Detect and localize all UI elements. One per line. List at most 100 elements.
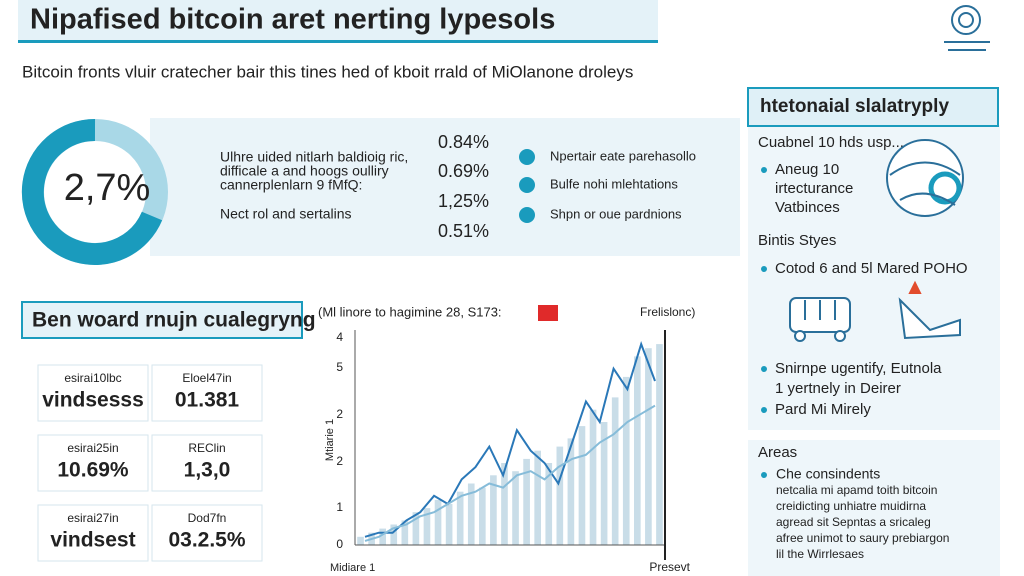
bullet-text: Pard Mi Mirely [775,401,871,418]
y-title: Mtiarie 1 [324,419,336,461]
bar [390,524,398,545]
bar [523,458,530,545]
bar [656,344,663,545]
bullet [761,167,767,173]
donut-arc [21,118,163,265]
card-label: REClin [188,441,225,455]
chair-icon [898,280,961,340]
card-value: 1,3,0 [184,459,231,482]
bar [556,446,564,545]
percentage: 1,25% [438,191,489,211]
summary-panel [150,118,740,256]
areas-line: Che consindents [776,466,880,482]
bullet [761,366,767,372]
subtitle: Bitcoin fronts vluir cratecher bair this… [22,62,633,81]
summary-line: difficale a and hoogs oulliry [220,163,389,179]
bar [600,422,608,545]
chart: (Ml linore to hagimine 28, S173: Frelislo… [318,304,695,574]
stat-card [37,364,149,422]
bar [479,487,486,545]
y-label: 4 [336,330,343,344]
item-icon [519,149,535,165]
bar [634,356,641,545]
bullet-text: 1 yertnely in Deirer [775,380,901,397]
card-label: esirai25in [67,441,118,455]
card-label: Dod7fn [188,511,227,525]
bullet-text: irtecturance [775,180,853,197]
summary-line: Ulhre uided nitlarh baldioig ric, [220,149,408,165]
percentage: 0.51% [438,221,489,241]
y-label: 2 [336,407,343,421]
stat-card [37,434,149,492]
item-icon [519,177,535,193]
card-value: vindsesss [42,389,144,412]
logo [944,5,990,51]
bar [423,508,431,545]
line [364,340,656,538]
bar [589,409,597,545]
bar [445,504,453,545]
bullet-text: Aneug 10 [775,161,839,178]
card-value: 10.69% [57,459,129,482]
item-text: Bulfe nohi mlehtations [550,176,678,191]
card-value: 01.381 [175,389,240,412]
sidebar-subtitle: Cuabnel 10 hds usp... [758,134,904,151]
item-text: Npertair eate parehasollo [550,148,696,163]
bar [622,376,630,545]
bar [379,528,386,545]
title-box [18,0,658,42]
chart-title: (Ml linore to hagimine 28, S173: [318,304,502,319]
globe-icon [886,139,964,217]
bus-icon [789,297,851,342]
bullet-text: Cotod 6 and 5l Mared POHO [775,260,968,277]
bullet-text: Vatbinces [775,199,840,216]
bar [434,499,442,545]
bar [534,450,541,545]
bar [578,426,586,545]
sidebar: htetonaial slalatryply Cuabnel 10 hds usp… [758,96,968,418]
chart-note: Frelislonc) [640,305,695,319]
bullet-text: Snirnpe ugentify, Eutnola [775,360,942,377]
section-box [21,301,303,339]
y-label: 0 [336,537,343,551]
sidebar-title: htetonaial slalatryply [760,96,949,117]
cards: esirai10lbc vindsesss Eloel47in 01.381 esira… [37,364,263,562]
card-label: esirai27in [67,511,118,525]
donut-label: 2,7% [64,167,151,209]
bar [611,397,619,545]
areas-line: lil the Wirrlesaes [776,547,864,561]
y-label: 2 [336,454,343,468]
card-label: esirai10lbc [64,371,121,385]
x-label: Midiare 1 [330,562,375,574]
bullet [761,266,767,272]
bar [357,536,364,545]
bar [512,471,519,545]
areas-line: agread sit Sepntas a sricaleg [776,515,931,529]
stat-card [151,504,263,562]
summary-line: Nect rol and sertalins [220,206,352,222]
sidebar-heading: Bintis Styes [758,232,836,249]
sidebar-header [747,87,999,127]
areas-title: Areas [758,444,797,461]
bar [567,438,575,545]
y-label: 5 [336,360,343,374]
bar [490,475,497,545]
title: Nipafised bitcoin aret nerting lypesols [30,4,555,36]
section-title: Ben woard rnujn cualegryng [32,309,316,332]
item-text: Shpn or oue pardnions [550,206,682,221]
card-label: Eloel47in [182,371,231,385]
bullet [761,407,767,413]
card-value: 03.2.5% [168,529,245,552]
y-label: 1 [336,500,343,514]
flag [538,305,558,321]
percentage: 0.69% [438,161,489,181]
areas-panel [748,440,1000,576]
percentage: 0.84% [438,132,489,152]
areas-line: netcalia mi apamd toith bitcoin [776,483,937,497]
areas-line: creidicting unhiatre muidirna [776,499,926,513]
bar [545,463,553,545]
item-icon [519,207,535,223]
summary-line: cannerplenlarn 9 fMfQ: [220,177,362,193]
